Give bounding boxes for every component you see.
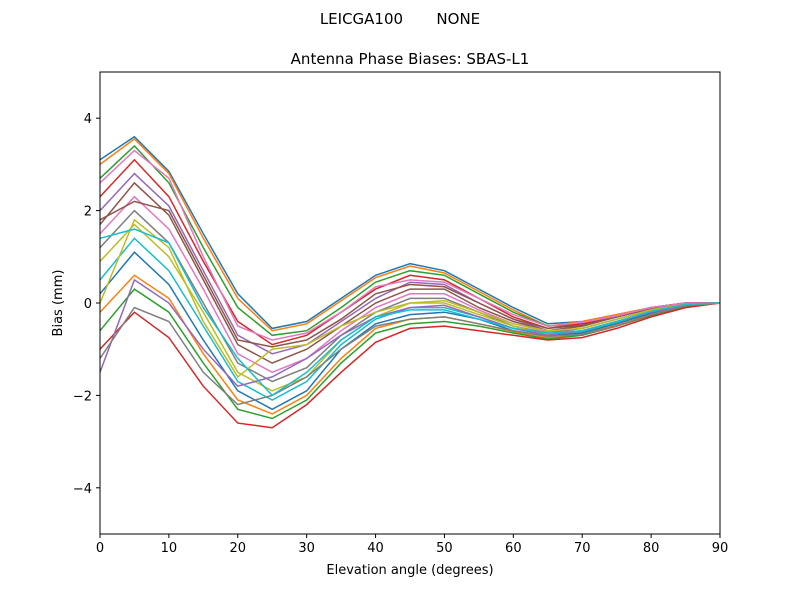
x-tick-label: 80: [643, 541, 660, 556]
y-tick-label: −2: [73, 389, 92, 404]
x-tick-label: 10: [161, 541, 178, 556]
x-axis-label: Elevation angle (degrees): [326, 563, 493, 578]
series-line-2: [99, 138, 720, 332]
x-tick-label: 90: [712, 541, 729, 556]
chart-title: Antenna Phase Biases: SBAS-L1: [291, 50, 530, 68]
series-line-16: [99, 200, 720, 348]
series-line-14: [99, 302, 721, 429]
x-tick-label: 40: [367, 541, 384, 556]
x-tick-label: 70: [574, 541, 591, 556]
series-lines: [99, 135, 721, 429]
suptitle: LEICGA100 NONE: [320, 10, 480, 28]
x-tick-label: 30: [298, 541, 315, 556]
x-tick-label: 20: [230, 541, 247, 556]
x-tick-label: 60: [505, 541, 522, 556]
series-line-17: [99, 149, 720, 341]
y-axis-ticks: −4 −2 0 2 4: [73, 112, 100, 497]
series-line-20: [99, 228, 721, 397]
x-tick-label: 50: [436, 541, 453, 556]
series-line-18: [99, 302, 721, 406]
y-tick-label: −4: [73, 482, 92, 497]
x-tick-label: 0: [96, 541, 104, 556]
series-line-11: [99, 251, 721, 411]
x-axis-ticks: 0 10 20 30 40 50 60 70 80 90: [96, 534, 728, 556]
y-tick-label: 4: [84, 112, 92, 127]
y-tick-label: 2: [84, 205, 92, 220]
series-line-19: [99, 218, 721, 379]
y-axis-label: Bias (mm): [51, 270, 66, 337]
y-tick-label: 0: [84, 297, 92, 312]
